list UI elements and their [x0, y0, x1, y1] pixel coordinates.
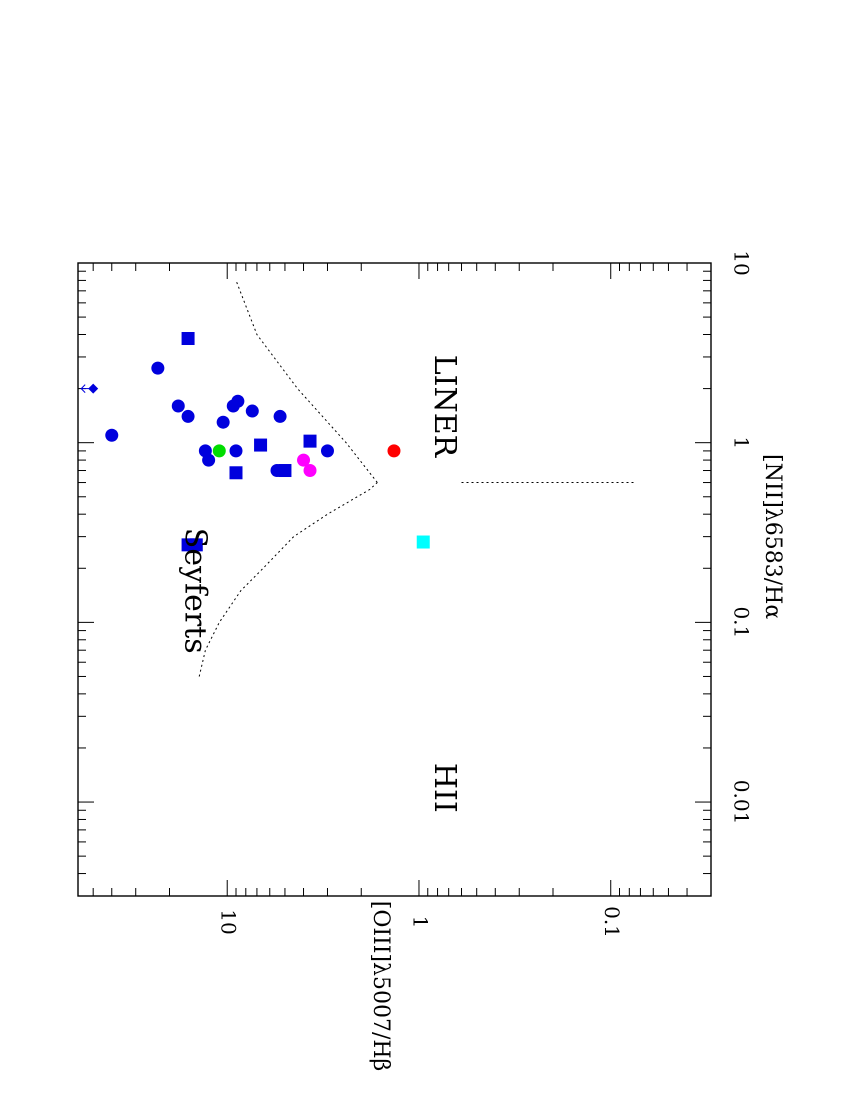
y-axis-title: [OIII]λ5007/Hβ [368, 901, 393, 1072]
data-point [171, 399, 185, 413]
data-points [80, 332, 430, 552]
y-tick-label: 0.1 [600, 906, 624, 938]
data-point [297, 453, 311, 467]
data-point [229, 466, 243, 480]
axis-and-region-labels: 0.01 0.1 1 10 0.1 1 10 [NII]λ6583/Hα [OIII]λ5007… [177, 250, 785, 1071]
dividing-line-seyfert-liner-boundary [235, 280, 378, 483]
data-point [202, 453, 216, 467]
region-label-hii: HII [427, 763, 462, 813]
data-point [278, 464, 292, 478]
region-label-seyferts: Seyferts [177, 528, 212, 654]
upper-limit-arrowhead [80, 384, 86, 393]
data-point [212, 444, 226, 458]
dividing-line-hii-boundary [198, 482, 378, 677]
plot-frame [77, 262, 712, 897]
data-point [229, 444, 243, 458]
data-point [273, 409, 287, 423]
data-point [416, 535, 430, 549]
data-point [320, 444, 334, 458]
data-point [254, 438, 268, 452]
x-tick-label: 1 [730, 436, 754, 449]
x-tick-label: 10 [730, 250, 754, 275]
y-tick-label: 1 [408, 916, 432, 929]
data-point [231, 394, 245, 408]
dividing-lines [198, 280, 635, 677]
data-point [189, 538, 203, 552]
data-point [181, 332, 195, 346]
y-tick-label: 10 [217, 909, 241, 934]
region-label-liner: LINER [427, 355, 462, 459]
data-point [303, 464, 317, 478]
data-point [303, 434, 317, 448]
data-point [216, 415, 230, 429]
data-point [245, 404, 259, 418]
data-point [105, 428, 119, 442]
x-tick-label: 0.01 [730, 780, 754, 825]
data-point [387, 444, 401, 458]
data-point [181, 409, 195, 423]
x-tick-label: 0.1 [730, 606, 754, 638]
axis-ticks [77, 262, 712, 897]
x-axis-title: [NII]λ6583/Hα [760, 454, 785, 619]
data-point [151, 361, 165, 375]
